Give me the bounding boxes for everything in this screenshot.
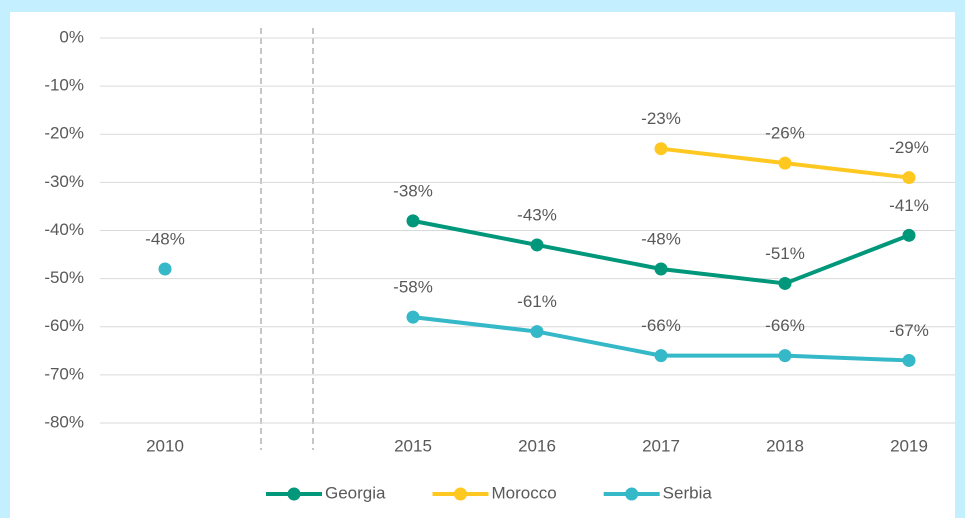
y-tick-label: -10% [44,76,84,95]
data-point [902,353,916,367]
data-point [778,276,792,290]
x-tick-label: 2019 [890,436,928,455]
data-point [406,310,420,324]
data-point [902,228,916,242]
data-label: -48% [145,229,185,248]
data-label: -23% [641,109,681,128]
data-label: -41% [889,196,929,215]
y-tick-label: -20% [44,124,84,143]
y-tick-label: 0% [59,27,84,46]
y-tick-label: -30% [44,172,84,191]
data-label: -66% [641,316,681,335]
data-point [902,171,916,185]
legend-marker [453,487,467,501]
data-label: -66% [765,316,805,335]
data-label: -26% [765,124,805,143]
legend-marker [625,487,639,501]
data-label: -43% [517,205,557,224]
data-label: -58% [393,278,433,297]
data-point [654,349,668,363]
data-point [530,325,544,339]
data-label: -38% [393,181,433,200]
x-tick-label: 2010 [146,436,184,455]
data-point [654,262,668,276]
data-point [530,238,544,252]
legend-label: Georgia [325,483,386,502]
y-tick-label: -70% [44,364,84,383]
y-tick-label: -50% [44,268,84,287]
data-point [778,349,792,363]
data-point [654,142,668,156]
legend-marker [287,487,301,501]
x-tick-label: 2017 [642,436,680,455]
y-tick-label: -60% [44,316,84,335]
x-tick-label: 2016 [518,436,556,455]
data-point [158,262,172,276]
data-point [406,214,420,228]
y-tick-label: -80% [44,412,84,431]
data-label: -48% [641,229,681,248]
x-tick-label: 2018 [766,436,804,455]
data-label: -51% [765,244,805,263]
data-point [778,156,792,170]
data-label: -61% [517,292,557,311]
x-tick-label: 2015 [394,436,432,455]
legend-label: Serbia [663,483,713,502]
y-tick-label: -40% [44,220,84,239]
data-label: -67% [889,321,929,340]
data-label: -29% [889,138,929,157]
legend-label: Morocco [491,483,556,502]
